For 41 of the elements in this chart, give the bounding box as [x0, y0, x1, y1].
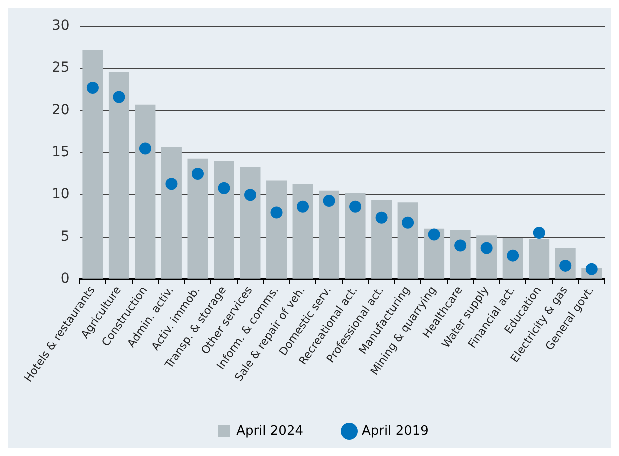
point [192, 168, 204, 180]
bar [372, 200, 392, 279]
y-tick-label: 30 [52, 18, 70, 34]
bar [266, 180, 287, 279]
bar [319, 190, 340, 279]
bar [135, 104, 156, 279]
y-tick-label: 20 [52, 102, 70, 118]
point [533, 227, 546, 240]
bar [398, 202, 418, 279]
bar [529, 238, 550, 279]
point [323, 194, 336, 207]
legend-label: April 2024 [236, 424, 304, 439]
legend-label: April 2019 [362, 424, 429, 439]
y-tick-label: 15 [52, 144, 70, 161]
bar [161, 147, 182, 279]
bar [188, 158, 208, 279]
bar [292, 184, 314, 279]
bar [82, 50, 104, 279]
point [350, 200, 362, 213]
y-tick-label: 10 [52, 186, 70, 203]
bar [345, 193, 366, 279]
point [480, 242, 493, 254]
y-tick-label: 5 [60, 228, 70, 245]
y-tick-label: 25 [52, 60, 70, 76]
bar [214, 161, 234, 279]
point [113, 91, 126, 104]
point [270, 206, 283, 219]
point [297, 200, 310, 213]
y-tick-label: 0 [60, 271, 70, 288]
point [166, 178, 178, 190]
point [586, 263, 598, 276]
point [86, 82, 99, 94]
bar [108, 72, 130, 279]
point [402, 216, 414, 229]
point [376, 212, 388, 224]
point [139, 142, 152, 155]
point [244, 189, 256, 202]
point [454, 240, 467, 252]
point [428, 228, 440, 241]
bar [240, 167, 261, 279]
point [218, 182, 230, 194]
